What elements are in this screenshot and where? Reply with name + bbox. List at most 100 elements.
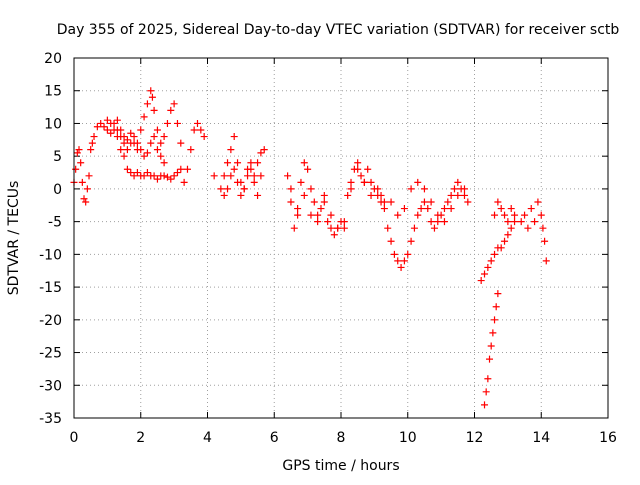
data-point	[464, 198, 472, 206]
data-point	[507, 205, 515, 213]
data-point	[294, 205, 302, 213]
data-point	[147, 139, 155, 147]
data-point	[183, 165, 191, 173]
data-point	[487, 342, 495, 350]
series-mid-a	[217, 133, 268, 193]
data-point	[170, 172, 178, 180]
data-point	[113, 116, 121, 124]
data-point	[103, 116, 111, 124]
x-tick-label: 8	[337, 430, 346, 446]
data-point	[230, 165, 238, 173]
data-point	[387, 198, 395, 206]
series-mid-b	[220, 159, 265, 199]
data-point	[444, 198, 452, 206]
data-point	[484, 263, 492, 271]
data-point	[424, 205, 432, 213]
data-point	[217, 185, 225, 193]
data-point	[190, 126, 198, 134]
data-point	[517, 218, 525, 226]
data-point	[460, 185, 468, 193]
data-point	[294, 211, 302, 219]
series-early-mid	[103, 119, 168, 167]
y-tick-label: 10	[44, 116, 62, 132]
data-point	[113, 126, 121, 134]
data-point	[420, 185, 428, 193]
series-afternoon	[284, 159, 385, 239]
y-tick-label: -20	[39, 313, 62, 329]
data-point	[494, 290, 502, 298]
data-point	[224, 185, 232, 193]
data-point	[434, 218, 442, 226]
data-point	[340, 218, 348, 226]
data-point	[78, 178, 86, 186]
data-point	[260, 146, 268, 154]
data-point	[120, 152, 128, 160]
data-point	[330, 231, 338, 239]
data-point	[314, 211, 322, 219]
data-point	[414, 178, 422, 186]
data-point	[410, 224, 418, 232]
data-point	[187, 146, 195, 154]
data-point	[150, 106, 158, 114]
data-points	[70, 87, 550, 409]
data-point	[531, 218, 539, 226]
data-point	[354, 165, 362, 173]
data-point	[227, 146, 235, 154]
data-point	[173, 119, 181, 127]
data-point	[327, 224, 335, 232]
data-point	[511, 211, 519, 219]
data-point	[454, 191, 462, 199]
y-tick-label: -25	[39, 346, 62, 362]
data-point	[440, 205, 448, 213]
data-point	[434, 211, 442, 219]
data-point	[482, 388, 490, 396]
y-tick-label: 5	[53, 149, 62, 165]
data-point	[367, 191, 375, 199]
data-point	[450, 185, 458, 193]
data-point	[394, 257, 402, 265]
data-point	[357, 172, 365, 180]
data-point	[82, 198, 90, 206]
data-point	[384, 224, 392, 232]
data-point	[334, 224, 342, 232]
data-point	[163, 119, 171, 127]
data-point	[489, 329, 497, 337]
data-point	[407, 237, 415, 245]
data-point	[254, 159, 262, 167]
data-point	[491, 211, 499, 219]
x-tick-label: 16	[599, 430, 617, 446]
data-point	[304, 165, 312, 173]
data-point	[173, 169, 181, 177]
data-point	[541, 237, 549, 245]
data-point	[234, 159, 242, 167]
data-point	[484, 375, 492, 383]
data-point	[290, 224, 298, 232]
y-tick-label: -30	[39, 378, 62, 394]
data-point	[380, 205, 388, 213]
data-point	[404, 250, 412, 258]
series-recovery	[477, 218, 519, 285]
data-point	[497, 244, 505, 252]
data-point	[354, 159, 362, 167]
y-tick-label: 15	[44, 84, 62, 100]
data-point	[180, 178, 188, 186]
data-point	[100, 123, 108, 131]
data-point	[367, 178, 375, 186]
data-point	[133, 169, 141, 177]
axes: 0 2 4 6 8 10 12 14 16 20 15 10 5 0 -5 -10 -15 -20 -25 -30 -3…	[39, 51, 617, 446]
data-point	[133, 139, 141, 147]
data-point	[414, 211, 422, 219]
data-point	[430, 224, 438, 232]
data-point	[284, 172, 292, 180]
data-point	[364, 165, 372, 173]
data-point	[127, 139, 135, 147]
data-point	[390, 250, 398, 258]
x-tick-label: 10	[399, 430, 417, 446]
data-point	[481, 270, 489, 278]
data-point	[88, 139, 96, 147]
data-point	[327, 211, 335, 219]
data-point	[534, 198, 542, 206]
data-point	[494, 198, 502, 206]
data-point	[90, 133, 98, 141]
x-tick-label: 12	[466, 430, 484, 446]
